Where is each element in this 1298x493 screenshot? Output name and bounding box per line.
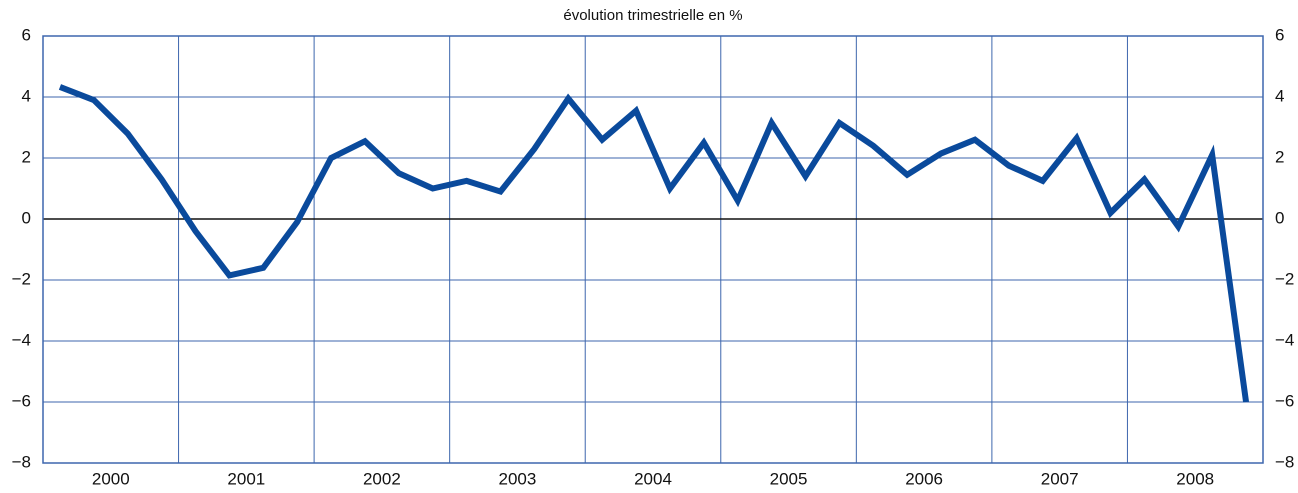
x-tick-label: 2001 (227, 469, 265, 488)
y-tick-label: 4 (22, 86, 31, 105)
y2-tick-label: −8 (1275, 452, 1294, 471)
y-tick-label: 2 (22, 147, 31, 166)
x-tick-label: 2000 (92, 469, 130, 488)
x-tick-label: 2002 (363, 469, 401, 488)
y-tick-label: 6 (22, 25, 31, 44)
y-tick-label: −6 (12, 391, 31, 410)
y2-tick-label: 4 (1275, 86, 1284, 105)
x-tick-label: 2006 (905, 469, 943, 488)
y-tick-label: 0 (22, 208, 31, 227)
y2-tick-label: 2 (1275, 147, 1284, 166)
plot-frame (42, 35, 1264, 464)
y2-tick-label: −2 (1275, 269, 1294, 288)
y-tick-label: −2 (12, 269, 31, 288)
chart-title: évolution trimestrielle en % (563, 7, 742, 24)
y2-tick-label: 0 (1275, 208, 1284, 227)
y-tick-label: −4 (12, 330, 31, 349)
y2-tick-label: 6 (1275, 25, 1284, 44)
x-tick-label: 2004 (634, 469, 672, 488)
x-tick-label: 2007 (1041, 469, 1079, 488)
data-line (58, 84, 1250, 403)
x-tick-label: 2008 (1176, 469, 1214, 488)
y2-tick-label: −4 (1275, 330, 1294, 349)
y-tick-label: −8 (12, 452, 31, 471)
x-tick-label: 2003 (499, 469, 537, 488)
x-tick-label: 2005 (770, 469, 808, 488)
y2-tick-label: −6 (1275, 391, 1294, 410)
